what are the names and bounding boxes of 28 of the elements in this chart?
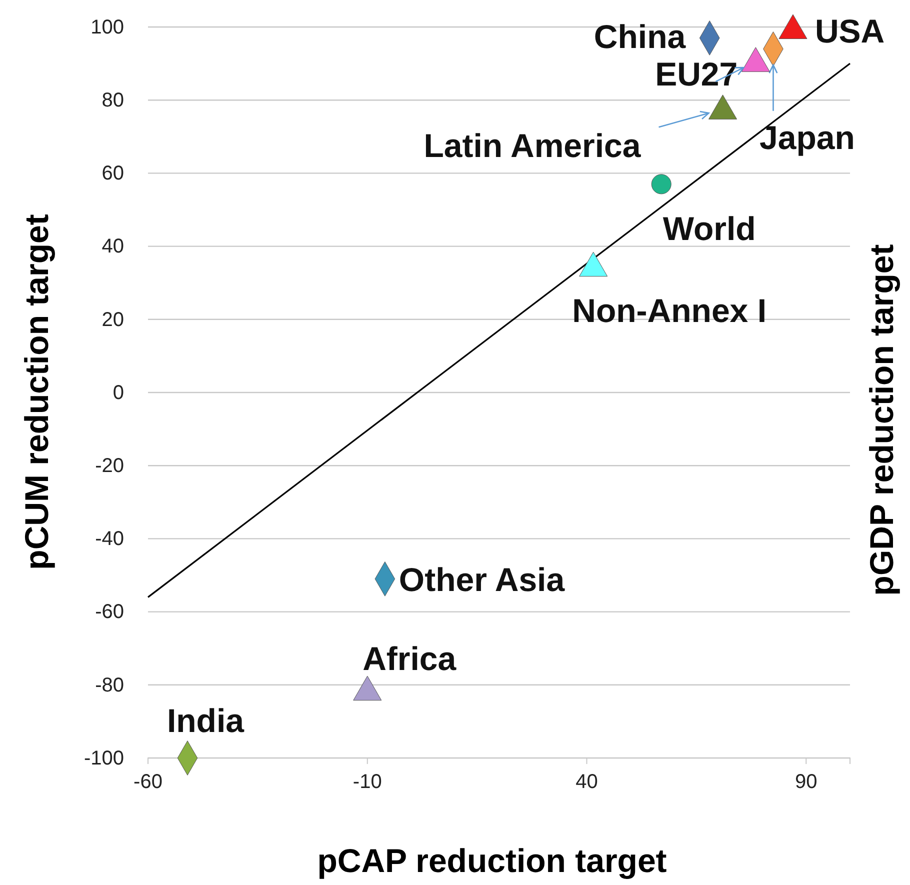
y-tick-label: 20 [102,308,124,331]
y-tick-label: 100 [90,16,124,38]
x-tick-label: 40 [576,771,598,794]
y-tick-label: -40 [95,528,124,550]
y-axis-title: pCUM reduction target [18,214,55,570]
x-axis-title: pCAP reduction target [317,842,667,879]
y-tick-label: -60 [95,601,124,624]
x-tick-label: -60 [134,771,162,794]
y-tick-label: -20 [95,455,124,477]
series-label: EU27 [655,56,738,93]
y-tick-label: -80 [95,674,124,696]
series-label: Non-Annex I [572,292,766,330]
series-label: Other Asia [398,560,566,598]
x-tick-label: 90 [795,771,818,794]
series-label: USA [814,12,885,50]
text: Latin America [424,127,642,164]
series-label: China [594,18,686,55]
y-tick-label: 60 [102,162,124,185]
y2-axis-title: pGDP reduction target [863,244,900,596]
y-tick-label: -100 [84,747,124,770]
series-label: World [662,210,756,248]
x-tick-label: -10 [352,771,382,794]
series-label: Japan [760,118,855,156]
y-tick-label: 80 [102,90,124,112]
y-tick-label: 0 [112,382,124,404]
series-label: India [166,702,245,739]
series-label: Africa [362,640,457,678]
y-tick-label: 40 [102,236,124,258]
